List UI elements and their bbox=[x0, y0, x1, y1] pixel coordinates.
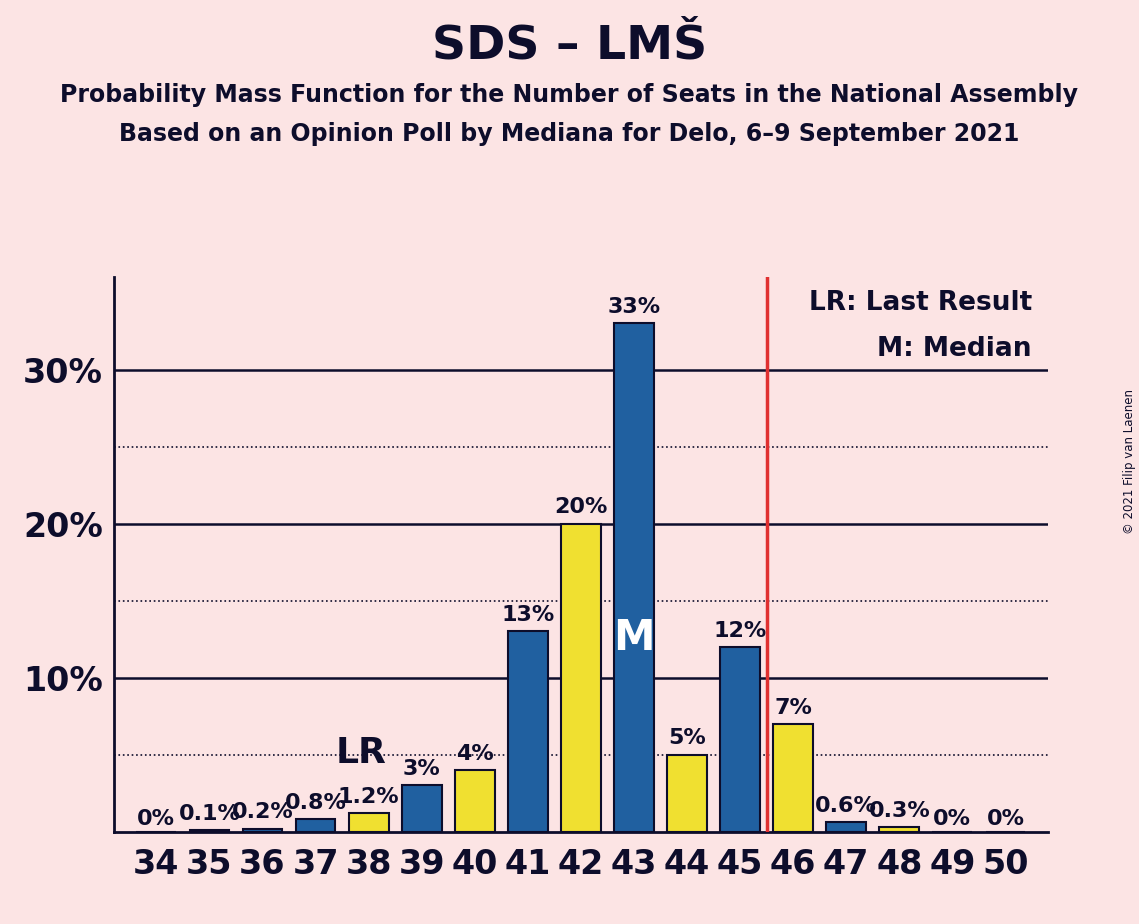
Bar bbox=[508, 631, 548, 832]
Text: M: M bbox=[613, 617, 655, 660]
Bar bbox=[562, 524, 600, 832]
Bar bbox=[773, 723, 813, 832]
Text: 4%: 4% bbox=[456, 744, 493, 764]
Bar bbox=[296, 820, 336, 832]
Text: 0.3%: 0.3% bbox=[868, 801, 931, 821]
Bar bbox=[826, 822, 866, 832]
Text: 0%: 0% bbox=[986, 808, 1024, 829]
Text: 12%: 12% bbox=[713, 621, 767, 640]
Bar bbox=[402, 785, 442, 832]
Text: 0%: 0% bbox=[138, 808, 175, 829]
Text: 0.2%: 0.2% bbox=[231, 802, 294, 822]
Bar bbox=[349, 813, 388, 832]
Text: 0.1%: 0.1% bbox=[179, 804, 240, 824]
Text: 5%: 5% bbox=[669, 728, 706, 748]
Bar bbox=[614, 323, 654, 832]
Bar bbox=[189, 830, 229, 832]
Bar bbox=[720, 647, 760, 832]
Bar bbox=[879, 827, 919, 832]
Text: 33%: 33% bbox=[607, 298, 661, 317]
Text: 20%: 20% bbox=[555, 497, 607, 517]
Text: SDS – LMŠ: SDS – LMŠ bbox=[432, 23, 707, 68]
Bar bbox=[454, 770, 494, 832]
Bar bbox=[667, 755, 707, 832]
Text: © 2021 Filip van Laenen: © 2021 Filip van Laenen bbox=[1123, 390, 1137, 534]
Text: 0.8%: 0.8% bbox=[285, 793, 346, 813]
Text: Probability Mass Function for the Number of Seats in the National Assembly: Probability Mass Function for the Number… bbox=[60, 83, 1079, 107]
Text: LR: Last Result: LR: Last Result bbox=[809, 289, 1032, 315]
Text: 13%: 13% bbox=[501, 605, 555, 626]
Text: Based on an Opinion Poll by Mediana for Delo, 6–9 September 2021: Based on an Opinion Poll by Mediana for … bbox=[120, 122, 1019, 146]
Text: LR: LR bbox=[335, 736, 386, 770]
Text: 0.6%: 0.6% bbox=[816, 796, 877, 816]
Text: 1.2%: 1.2% bbox=[338, 787, 400, 807]
Text: M: Median: M: Median bbox=[877, 335, 1032, 361]
Text: 3%: 3% bbox=[403, 760, 441, 779]
Text: 0%: 0% bbox=[933, 808, 972, 829]
Bar bbox=[243, 829, 282, 832]
Text: 7%: 7% bbox=[775, 698, 812, 718]
